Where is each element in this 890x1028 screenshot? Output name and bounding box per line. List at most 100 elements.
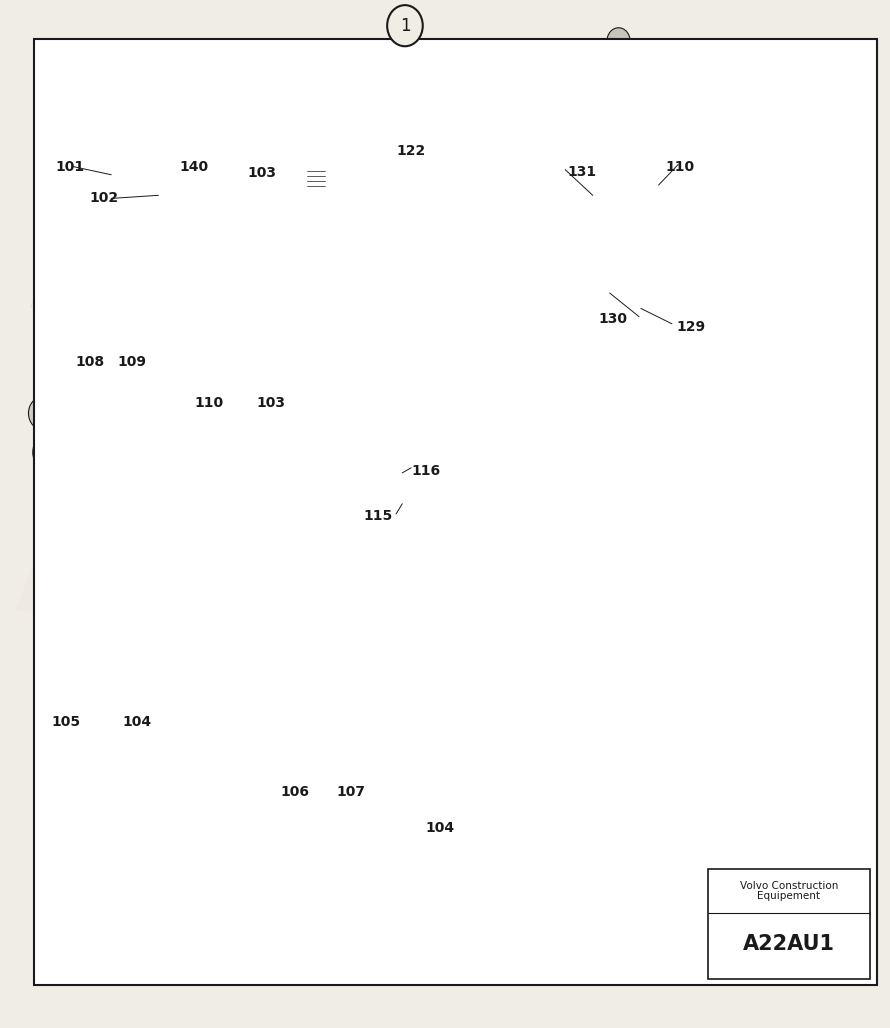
Circle shape (376, 174, 399, 200)
Bar (547, 190, 601, 257)
Circle shape (745, 413, 759, 430)
Ellipse shape (160, 196, 174, 215)
Ellipse shape (547, 436, 601, 458)
Ellipse shape (338, 824, 365, 837)
Ellipse shape (120, 714, 147, 737)
Bar (114, 362, 132, 375)
Ellipse shape (205, 193, 219, 200)
Text: 紫发动力: 紫发动力 (91, 89, 123, 116)
Text: 紫发动力: 紫发动力 (55, 501, 87, 527)
Ellipse shape (304, 183, 327, 193)
Ellipse shape (336, 866, 367, 882)
Text: D: D (394, 374, 460, 448)
Circle shape (641, 427, 685, 478)
Ellipse shape (452, 147, 465, 155)
Ellipse shape (126, 363, 141, 373)
Polygon shape (165, 288, 498, 596)
Circle shape (256, 373, 278, 398)
Circle shape (338, 187, 356, 208)
Circle shape (40, 442, 58, 463)
Circle shape (35, 404, 51, 423)
Bar (690, 337, 734, 358)
Ellipse shape (417, 136, 437, 146)
Circle shape (363, 186, 376, 200)
Circle shape (74, 710, 101, 741)
Circle shape (318, 161, 332, 178)
Ellipse shape (200, 191, 222, 204)
Ellipse shape (177, 507, 197, 525)
Ellipse shape (126, 718, 141, 734)
Ellipse shape (419, 200, 435, 209)
Ellipse shape (294, 319, 400, 463)
Text: 108: 108 (76, 355, 105, 369)
Ellipse shape (574, 614, 610, 639)
Ellipse shape (92, 440, 114, 456)
Ellipse shape (271, 511, 281, 521)
Ellipse shape (142, 360, 158, 370)
Circle shape (359, 181, 380, 206)
Polygon shape (405, 187, 443, 214)
Ellipse shape (419, 164, 435, 173)
Ellipse shape (166, 468, 190, 486)
Ellipse shape (419, 210, 435, 218)
Ellipse shape (419, 155, 435, 163)
Ellipse shape (179, 435, 204, 453)
Polygon shape (610, 164, 765, 535)
Ellipse shape (452, 164, 465, 173)
Ellipse shape (452, 174, 465, 182)
Ellipse shape (182, 511, 192, 521)
Ellipse shape (39, 472, 71, 494)
Circle shape (263, 410, 289, 441)
Text: 紫发动力: 紫发动力 (28, 295, 61, 322)
Ellipse shape (340, 794, 363, 806)
Ellipse shape (419, 191, 435, 199)
Text: 105: 105 (52, 714, 81, 729)
Ellipse shape (549, 327, 598, 352)
Ellipse shape (202, 468, 224, 484)
Ellipse shape (452, 210, 465, 218)
Ellipse shape (97, 714, 117, 737)
Circle shape (33, 434, 65, 471)
Bar (546, 473, 603, 509)
Ellipse shape (375, 70, 391, 77)
Text: Diesel-Engines: Diesel-Engines (749, 440, 817, 485)
Polygon shape (258, 111, 472, 139)
Ellipse shape (452, 200, 465, 209)
Text: D: D (56, 189, 122, 263)
Text: Equipement: Equipement (757, 891, 821, 902)
Circle shape (708, 392, 725, 412)
Ellipse shape (568, 719, 590, 737)
Text: Diesel-Engines: Diesel-Engines (340, 491, 408, 537)
Circle shape (416, 116, 439, 143)
Circle shape (441, 509, 467, 540)
Text: 131: 131 (568, 164, 597, 179)
Circle shape (571, 161, 586, 178)
Ellipse shape (337, 841, 366, 855)
Text: 104: 104 (123, 714, 152, 729)
Text: 104: 104 (425, 820, 455, 835)
Ellipse shape (129, 283, 165, 468)
Ellipse shape (337, 507, 357, 525)
Ellipse shape (213, 185, 229, 193)
Text: 103: 103 (256, 396, 286, 410)
Circle shape (717, 423, 733, 441)
Ellipse shape (384, 541, 420, 559)
Ellipse shape (266, 507, 286, 525)
Polygon shape (129, 247, 294, 504)
Ellipse shape (344, 844, 360, 852)
Circle shape (473, 161, 488, 178)
Bar (258, 406, 294, 445)
Ellipse shape (610, 47, 627, 56)
Circle shape (767, 413, 781, 430)
Text: 116: 116 (411, 464, 441, 478)
Circle shape (209, 163, 232, 190)
Bar (307, 166, 325, 188)
Ellipse shape (45, 476, 65, 490)
Ellipse shape (452, 191, 465, 199)
Bar (52, 678, 225, 773)
Circle shape (381, 180, 393, 194)
Ellipse shape (135, 438, 158, 454)
Ellipse shape (389, 513, 416, 525)
Circle shape (387, 5, 423, 46)
Ellipse shape (304, 161, 327, 172)
